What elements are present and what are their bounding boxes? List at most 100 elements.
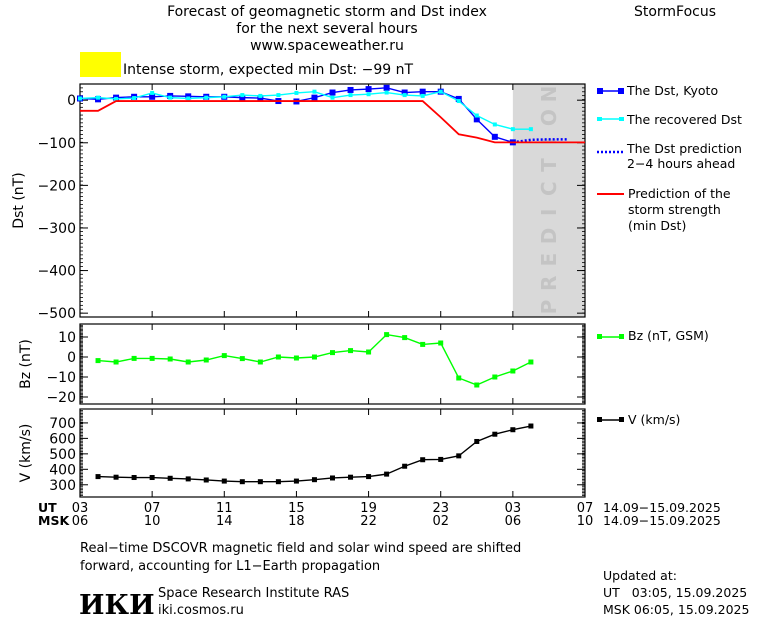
data-point — [366, 474, 372, 480]
data-point — [383, 84, 390, 91]
legend-storm-strength: Prediction of the — [628, 186, 731, 201]
prediction-letter: N — [537, 86, 561, 103]
prediction-letter: I — [537, 138, 561, 145]
data-point — [348, 474, 354, 480]
updated-label: Updated at: — [603, 568, 677, 583]
data-point — [528, 423, 534, 429]
y-tick-label: −100 — [38, 136, 76, 152]
ut-tick-label: 03 — [72, 501, 89, 516]
y-tick-label: 500 — [49, 447, 76, 463]
data-point — [221, 353, 227, 359]
data-point — [275, 354, 281, 360]
ut-tick-label: 19 — [360, 501, 377, 516]
data-point — [348, 93, 353, 98]
data-point — [240, 93, 245, 98]
ut-tick-label: 15 — [288, 501, 305, 516]
prediction-letter: O — [537, 109, 561, 126]
y-tick-label: 600 — [49, 431, 76, 447]
data-point — [239, 94, 246, 101]
data-point — [204, 95, 209, 100]
legend-marker-dst — [597, 88, 603, 94]
data-point — [366, 349, 372, 355]
data-point — [293, 355, 299, 361]
iki-logo: ИКИ — [79, 590, 155, 620]
y-axis-label: V (km/s) — [18, 424, 34, 483]
title-website[interactable]: www.spaceweather.ru — [250, 38, 404, 54]
data-point — [492, 122, 497, 127]
data-point — [474, 438, 480, 444]
prediction-letter: E — [537, 253, 561, 267]
legend-storm-strength-3: (min Dst) — [628, 218, 686, 233]
prediction-letter: P — [537, 300, 561, 315]
y-tick-label: −400 — [38, 264, 76, 280]
data-point — [455, 95, 462, 102]
title-line-1: Forecast of geomagnetic storm and Dst in… — [167, 4, 487, 20]
data-point — [186, 96, 191, 101]
updated-msk: MSK 06:05, 15.09.2025 — [603, 602, 749, 617]
series-line-0-2 — [512, 138, 567, 144]
prediction-zone — [512, 84, 585, 317]
data-point — [311, 94, 318, 101]
data-point — [275, 479, 281, 485]
data-point — [293, 478, 299, 484]
data-point — [294, 90, 299, 95]
prediction-letter: C — [537, 181, 561, 196]
plot-frame — [79, 408, 586, 498]
data-point — [401, 89, 408, 96]
msk-date-range: 14.09−15.09.2025 — [603, 513, 721, 528]
data-point — [149, 475, 155, 481]
legend-recovered-dst: The recovered Dst — [626, 112, 742, 127]
msk-tick-label: 10 — [144, 514, 161, 529]
ut-label: UT — [38, 500, 57, 515]
series-line-0-1 — [79, 90, 531, 130]
title-line-2: for the next several hours — [236, 21, 417, 37]
data-point — [185, 476, 191, 482]
ut-tick-label: 07 — [144, 501, 161, 516]
data-point — [438, 340, 444, 346]
msk-tick-label: 06 — [72, 514, 89, 529]
data-point — [312, 89, 317, 94]
data-point — [222, 94, 227, 99]
msk-label: MSK — [38, 513, 70, 528]
institute-website[interactable]: iki.cosmos.ru — [158, 603, 244, 618]
msk-tick-label: 22 — [360, 514, 377, 529]
data-point — [402, 93, 407, 98]
y-tick-label: 400 — [49, 462, 76, 478]
data-point — [330, 95, 335, 100]
legend-dst-prediction-2: 2−4 hours ahead — [627, 156, 735, 171]
y-tick-label: 700 — [49, 416, 76, 432]
data-point — [510, 127, 515, 132]
data-point — [167, 356, 173, 362]
legend-v: V (km/s) — [628, 412, 680, 427]
data-point — [239, 356, 245, 362]
data-point — [150, 90, 155, 95]
data-point — [420, 93, 425, 98]
data-point — [96, 95, 101, 100]
data-point — [114, 96, 119, 101]
data-point — [132, 96, 137, 101]
prediction-letter: D — [537, 228, 561, 245]
data-point — [438, 456, 444, 462]
data-point — [276, 93, 281, 98]
alert-text: Intense storm, expected min Dst: −99 nT — [123, 62, 413, 78]
prediction-letter: R — [537, 276, 561, 291]
institute-name: Space Research Institute RAS — [158, 586, 349, 601]
y-tick-label: 0 — [67, 350, 76, 366]
data-point — [311, 477, 317, 483]
data-point — [185, 359, 191, 365]
y-tick-label: −500 — [38, 306, 76, 322]
data-point — [348, 348, 354, 354]
data-point — [95, 474, 101, 480]
data-point — [474, 382, 480, 388]
footer-note-line-2: forward, accounting for L1−Earth propaga… — [80, 559, 380, 574]
msk-tick-label: 02 — [432, 514, 449, 529]
series-line-2-0 — [98, 425, 532, 483]
plot-frame — [79, 83, 586, 318]
prediction-letter: T — [537, 158, 561, 172]
data-point — [168, 95, 173, 100]
y-axis-label: Dst (nT) — [11, 172, 27, 228]
data-point — [330, 350, 335, 356]
